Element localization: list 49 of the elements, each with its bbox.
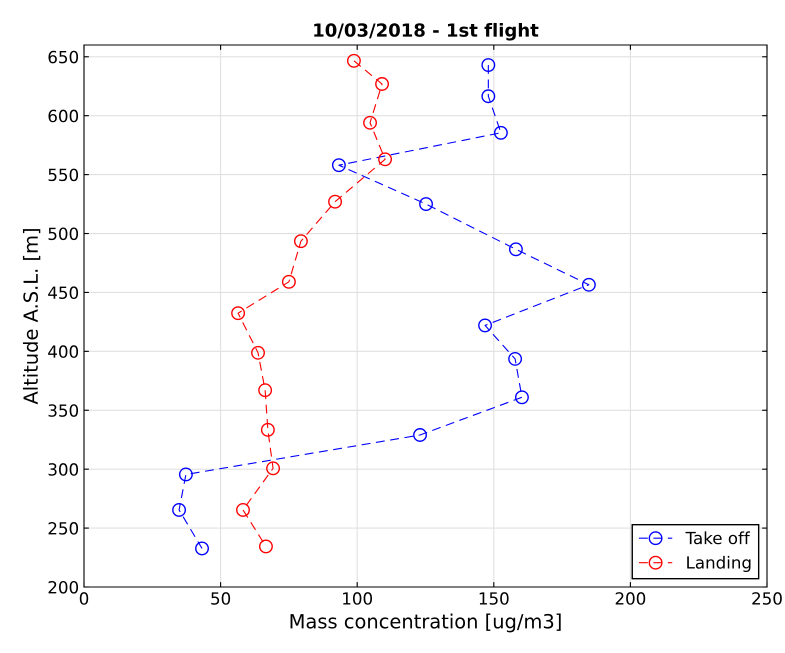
- y-tick-label: 350: [48, 404, 78, 417]
- legend-label: Take off: [686, 531, 750, 544]
- x-tick-label: 150: [480, 592, 509, 605]
- x-axis-title: Mass concentration [ug/m3]: [290, 614, 561, 632]
- point: [231, 306, 246, 320]
- point: [260, 422, 275, 437]
- point: [378, 152, 392, 166]
- point: [582, 278, 596, 292]
- point: [266, 461, 280, 476]
- point: [294, 234, 308, 248]
- y-tick-label: 450: [48, 286, 78, 300]
- point: [172, 502, 186, 517]
- legend-label: Landing: [687, 556, 750, 572]
- x-tick-label: 0: [80, 592, 88, 605]
- point: [481, 89, 496, 104]
- point: [413, 428, 427, 442]
- y-tick-label: 300: [48, 463, 78, 476]
- point: [178, 468, 193, 482]
- point: [259, 540, 273, 554]
- y-tick-label: 500: [48, 227, 78, 240]
- point: [375, 77, 390, 91]
- x-tick-label: 50: [211, 592, 230, 605]
- point: [236, 502, 250, 517]
- point: [195, 542, 209, 556]
- y-tick-label: 550: [48, 168, 78, 182]
- point: [251, 346, 265, 360]
- x-tick-label: 250: [752, 592, 782, 605]
- point: [332, 158, 346, 172]
- y-tick-label: 650: [48, 50, 78, 64]
- point: [258, 383, 272, 398]
- point: [282, 274, 296, 289]
- point: [419, 197, 433, 212]
- x-tick-label: 200: [616, 592, 646, 605]
- chart-title: 10/03/2018 - 1st flight: [314, 22, 538, 41]
- y-tick-label: 600: [48, 110, 78, 122]
- point: [494, 126, 508, 140]
- y-tick-label: 200: [48, 580, 78, 594]
- point: [508, 352, 522, 366]
- point: [328, 194, 342, 209]
- x-tick-label: 100: [343, 592, 372, 605]
- point: [481, 58, 496, 72]
- point: [508, 242, 523, 256]
- y-axis-title: Altitude A.S.L. [m]: [22, 229, 40, 404]
- point: [478, 318, 492, 332]
- point: [363, 116, 377, 130]
- point: [514, 390, 529, 404]
- y-tick-label: 400: [48, 345, 78, 358]
- y-tick-label: 250: [48, 522, 78, 535]
- point: [346, 54, 361, 68]
